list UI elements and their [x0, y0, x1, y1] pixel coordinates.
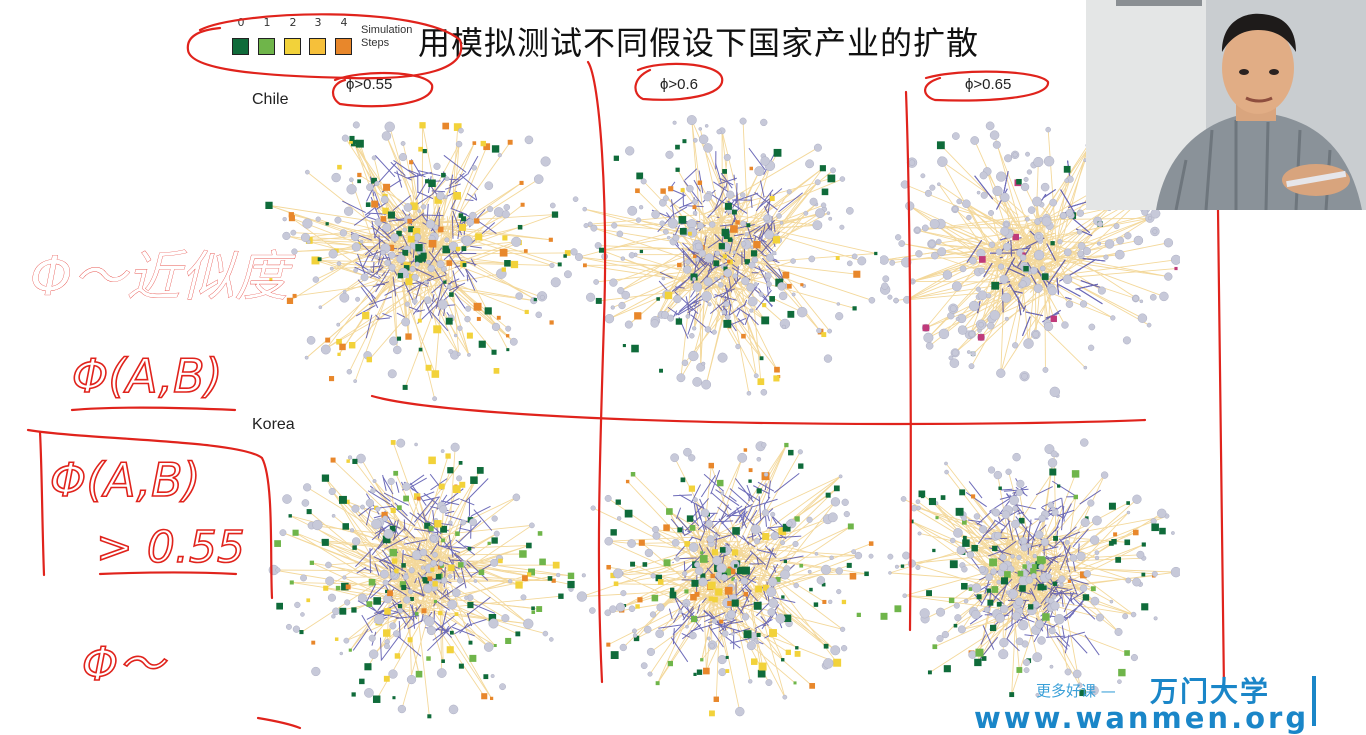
ink-line1: Φ～近似度	[30, 245, 297, 308]
legend: 0 1 2 3 4	[230, 16, 360, 60]
presenter-video-icon	[1086, 0, 1366, 210]
ink-bracket	[28, 430, 272, 598]
legend-label-line1: Simulation	[361, 24, 412, 37]
network-korea-060	[570, 430, 880, 730]
ink-line5: Φ～	[82, 637, 167, 691]
network-korea-065	[880, 430, 1180, 730]
legend-swatch-0	[232, 38, 249, 55]
slide-title: 用模拟测试不同假设下国家产业的扩散	[418, 18, 979, 64]
legend-label-line2: Steps	[361, 37, 412, 50]
threshold-label-1: ϕ>0.55	[346, 76, 392, 93]
watermark-tagline: 更多好课 —	[1036, 680, 1116, 701]
ink-line2: Φ(A,B)	[72, 349, 223, 403]
ink-underline-2	[100, 573, 236, 575]
network-chile-055	[265, 100, 575, 420]
ink-bracket-left	[40, 432, 44, 575]
network-korea-055	[265, 430, 575, 730]
threshold-label-2: ϕ>0.6	[660, 76, 698, 93]
legend-number-3: 3	[309, 16, 327, 29]
presenter-webcam	[1086, 0, 1366, 210]
network-chile-060	[570, 100, 880, 420]
legend-swatch-2	[284, 38, 301, 55]
legend-number-1: 1	[258, 16, 276, 29]
ink-line3: Φ(A,B)	[50, 453, 201, 507]
legend-number-2: 2	[284, 16, 302, 29]
legend-number-4: 4	[335, 16, 353, 29]
legend-swatch-4	[335, 38, 352, 55]
legend-swatch-1	[258, 38, 275, 55]
watermark-divider	[1312, 676, 1316, 726]
ink-line4: > 0.55	[96, 522, 245, 573]
legend-label: Simulation Steps	[361, 24, 412, 50]
threshold-label-3: ϕ>0.65	[965, 76, 1011, 93]
legend-swatch-3	[309, 38, 326, 55]
ink-vline-3	[1218, 210, 1224, 690]
legend-number-0: 0	[232, 16, 250, 29]
ink-underline-1	[72, 408, 235, 410]
